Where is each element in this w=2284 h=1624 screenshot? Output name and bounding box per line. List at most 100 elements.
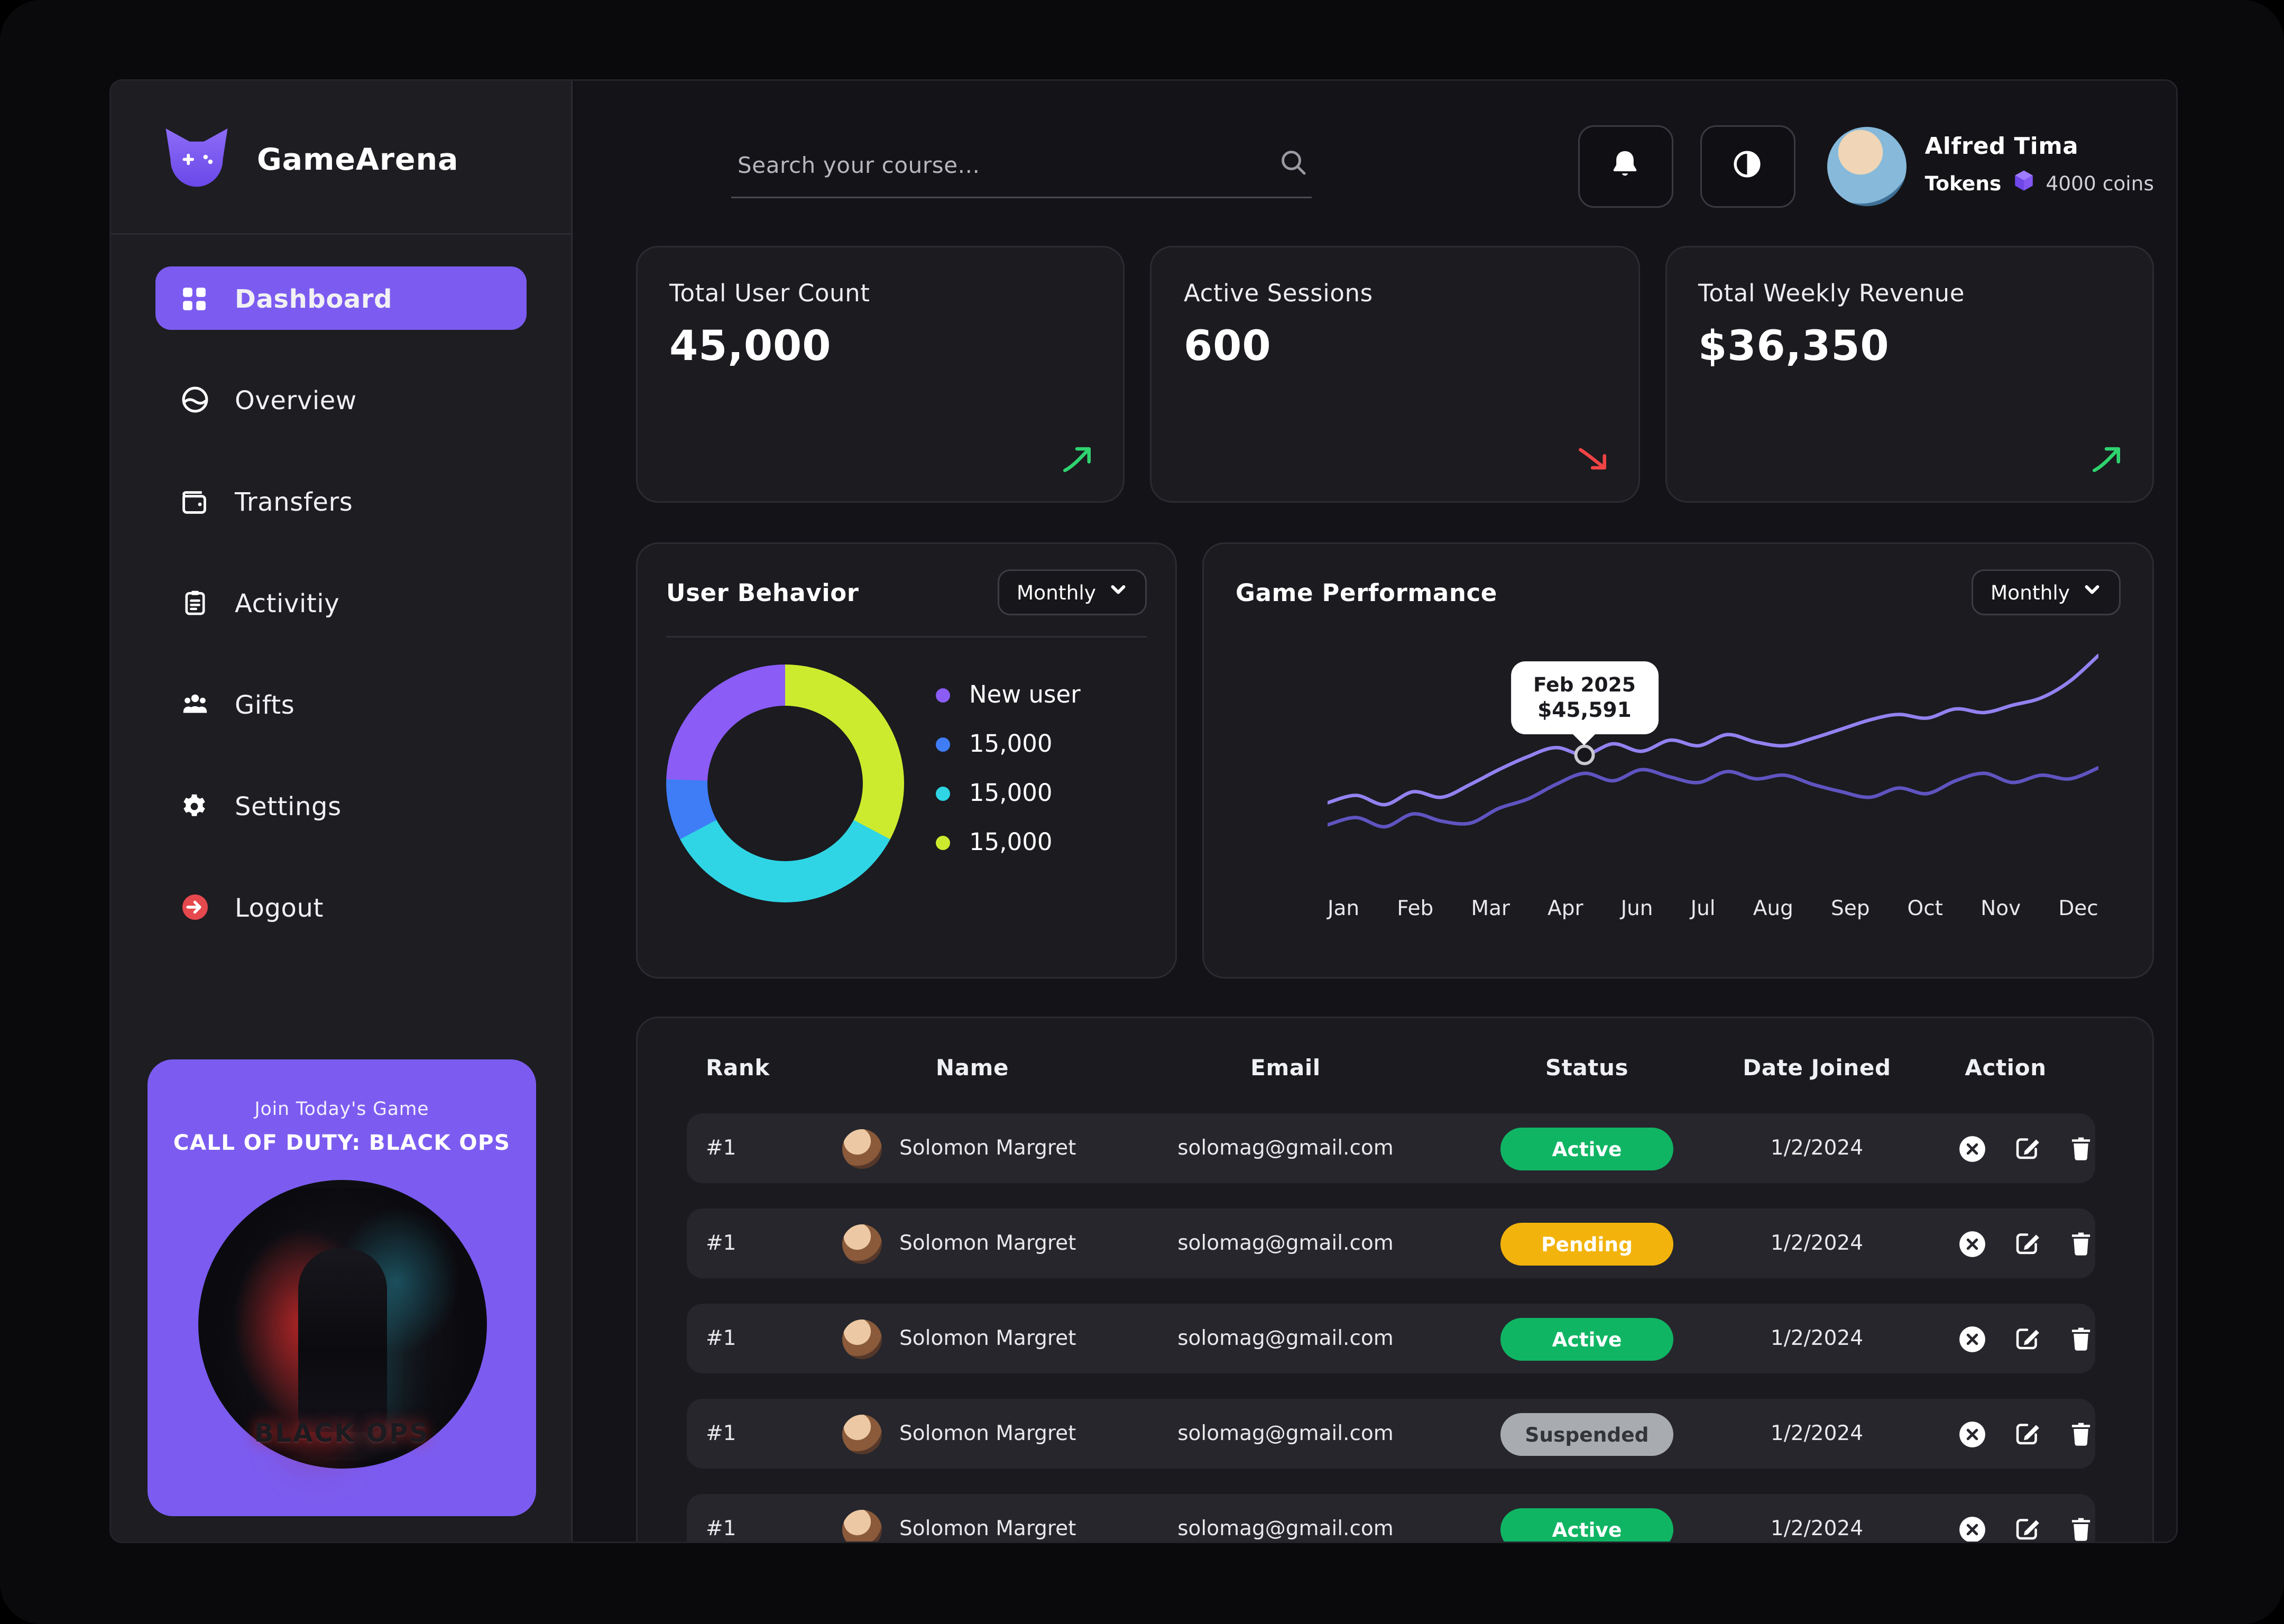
- stat-value: $36,350: [1698, 324, 1890, 371]
- row-date: 1/2/2024: [1770, 1136, 1864, 1160]
- row-rank: #1: [706, 1422, 736, 1446]
- month-label: Aug: [1753, 898, 1793, 921]
- tooltip-date: Feb 2025: [1533, 672, 1636, 696]
- promo-kicker: Join Today's Game: [254, 1097, 429, 1120]
- row-rank: #1: [706, 1231, 736, 1256]
- dashboard-icon: [178, 283, 211, 313]
- performance-line-current: [1328, 656, 2098, 805]
- remove-user-button[interactable]: [1957, 1324, 1987, 1354]
- sidebar-item-logout[interactable]: Logout: [155, 875, 527, 939]
- edit-user-button[interactable]: [2013, 1133, 2041, 1164]
- sidebar-item-dashboard[interactable]: Dashboard: [155, 266, 527, 330]
- row-name: Solomon Margret: [899, 1231, 1076, 1256]
- gamearena-logo-icon: [155, 119, 238, 201]
- remove-user-button[interactable]: [1957, 1419, 1987, 1449]
- sidebar-item-overview[interactable]: Overview: [155, 368, 527, 431]
- trend-up-icon: [2086, 438, 2127, 485]
- row-date: 1/2/2024: [1770, 1326, 1864, 1351]
- theme-toggle-button[interactable]: [1699, 125, 1795, 208]
- period-label: Monthly: [1016, 580, 1096, 604]
- stat-card-weekly-revenue: Total Weekly Revenue $36,350: [1664, 246, 2154, 503]
- month-label: Jun: [1620, 898, 1653, 921]
- status-badge: Active: [1500, 1127, 1673, 1170]
- col-email: Email: [1250, 1056, 1321, 1082]
- status-badge: Suspended: [1500, 1412, 1673, 1455]
- chart-tooltip: Feb 2025 $45,591: [1511, 661, 1658, 734]
- month-label: Jan: [1328, 898, 1360, 921]
- col-status: Status: [1545, 1056, 1629, 1082]
- delete-user-button[interactable]: [2067, 1419, 2095, 1449]
- stat-label: Active Sessions: [1183, 279, 1373, 308]
- table-row[interactable]: #1 Solomon Margret solomag@gmail.com Act…: [687, 1304, 2095, 1373]
- table-row[interactable]: #1 Solomon Margret solomag@gmail.com Act…: [687, 1494, 2095, 1542]
- sidebar-item-transfers[interactable]: Transfers: [155, 469, 527, 533]
- period-label: Monthly: [1990, 580, 2070, 604]
- sidebar: GameArena Dashboard Overview Transfers: [111, 81, 573, 1542]
- table-body: #1 Solomon Margret solomag@gmail.com Act…: [687, 1113, 2095, 1542]
- token-cube-icon: [2011, 168, 2036, 199]
- remove-user-button[interactable]: [1957, 1514, 1987, 1542]
- month-label: Jul: [1690, 898, 1716, 921]
- game-performance-card: Game Performance Monthly Feb 2025 $45,59…: [1202, 542, 2154, 979]
- sidebar-item-activity[interactable]: Activitiy: [155, 571, 527, 634]
- app-window: GameArena Dashboard Overview Transfers: [109, 79, 2178, 1543]
- col-rank: Rank: [706, 1056, 770, 1082]
- notifications-button[interactable]: [1577, 125, 1673, 208]
- chevron-down-icon: [2083, 580, 2102, 604]
- month-label: Mar: [1471, 898, 1510, 921]
- remove-user-button[interactable]: [1957, 1229, 1987, 1259]
- row-date: 1/2/2024: [1770, 1231, 1864, 1256]
- delete-user-button[interactable]: [2067, 1324, 2095, 1354]
- performance-line-previous: [1328, 768, 2098, 827]
- performance-chart-svg: [1328, 622, 2098, 891]
- stat-card-active-sessions: Active Sessions 600: [1150, 246, 1640, 503]
- legend-item: 15,000: [936, 779, 1081, 807]
- search-input[interactable]: [734, 151, 1278, 180]
- row-email: solomag@gmail.com: [1177, 1517, 1394, 1541]
- sidebar-item-label: Activitiy: [235, 587, 340, 618]
- tokens-value: 4000 coins: [2046, 171, 2154, 195]
- remove-user-button[interactable]: [1957, 1133, 1987, 1164]
- edit-user-button[interactable]: [2013, 1229, 2041, 1259]
- row-name: Solomon Margret: [899, 1517, 1076, 1541]
- chart-marker: [1574, 744, 1595, 765]
- delete-user-button[interactable]: [2067, 1514, 2095, 1542]
- table-row[interactable]: #1 Solomon Margret solomag@gmail.com Act…: [687, 1113, 2095, 1183]
- row-name: Solomon Margret: [899, 1136, 1076, 1160]
- table-row[interactable]: #1 Solomon Margret solomag@gmail.com Sus…: [687, 1399, 2095, 1469]
- people-group-icon: [178, 688, 211, 720]
- user-behavior-period-select[interactable]: Monthly: [997, 569, 1147, 615]
- row-email: solomag@gmail.com: [1177, 1422, 1394, 1446]
- users-table-card: Rank Name Email Status Date Joined Actio…: [636, 1017, 2154, 1542]
- row-avatar: [842, 1509, 882, 1542]
- table-row[interactable]: #1 Solomon Margret solomag@gmail.com Pen…: [687, 1208, 2095, 1278]
- stat-label: Total Weekly Revenue: [1698, 279, 1965, 308]
- promo-card[interactable]: Join Today's Game CALL OF DUTY: BLACK OP…: [148, 1059, 536, 1516]
- legend-label: New user: [969, 680, 1081, 709]
- legend-dot: [936, 736, 950, 751]
- sidebar-item-label: Gifts: [235, 689, 295, 719]
- month-label: Apr: [1548, 898, 1583, 921]
- promo-title: CALL OF DUTY: BLACK OPS: [173, 1131, 511, 1156]
- delete-user-button[interactable]: [2067, 1133, 2095, 1164]
- user-behavior-title: User Behavior: [666, 578, 859, 607]
- logout-icon: [178, 891, 211, 923]
- sidebar-item-label: Logout: [235, 892, 324, 922]
- sidebar-item-gifts[interactable]: Gifts: [155, 672, 527, 736]
- tokens-label: Tokens: [1924, 171, 2002, 195]
- game-performance-title: Game Performance: [1236, 578, 1497, 607]
- legend-dot: [936, 786, 950, 800]
- edit-user-button[interactable]: [2013, 1514, 2041, 1542]
- row-email: solomag@gmail.com: [1177, 1136, 1394, 1160]
- legend-label: 15,000: [969, 730, 1053, 758]
- edit-user-button[interactable]: [2013, 1324, 2041, 1354]
- edit-user-button[interactable]: [2013, 1419, 2041, 1449]
- user-menu[interactable]: Alfred Tima Tokens 4000 coins: [1826, 127, 2154, 206]
- delete-user-button[interactable]: [2067, 1229, 2095, 1259]
- search-box[interactable]: [731, 135, 1312, 198]
- game-performance-period-select[interactable]: Monthly: [1971, 569, 2121, 615]
- sidebar-item-settings[interactable]: Settings: [155, 774, 527, 837]
- legend-item: 15,000: [936, 730, 1081, 758]
- month-axis: Jan Feb Mar Apr Jun Jul Aug Sep Oct Nov Dec: [1328, 898, 2098, 921]
- sidebar-item-label: Dashboard: [235, 283, 393, 313]
